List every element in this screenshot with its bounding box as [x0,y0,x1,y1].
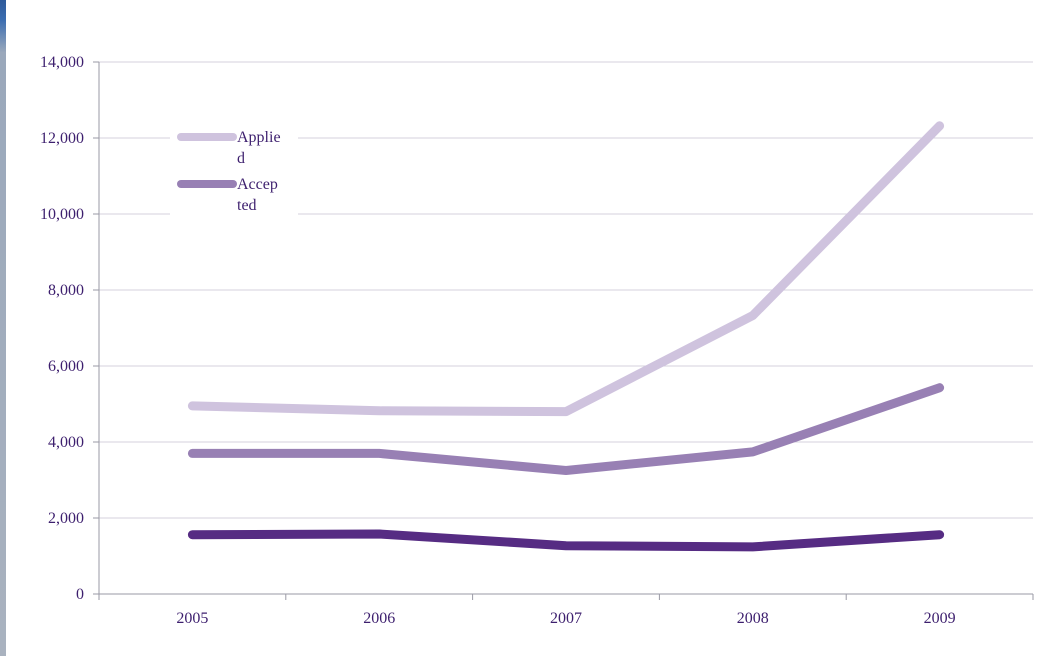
legend-label-0-0: Applie [237,129,281,146]
window-left-edge [0,0,6,656]
legend-label-1-1: ted [237,197,257,214]
axes [98,62,1033,595]
y-tick-label-0: 0 [76,586,84,603]
x-tick-label-1: 2006 [363,610,395,627]
series-lines [187,121,945,552]
series-line-1 [187,383,945,475]
y-tick-label-4: 8,000 [48,282,84,299]
legend: Applie d Accep ted [170,118,298,230]
series-line-2 [187,529,945,552]
y-tick-label-2: 4,000 [48,434,84,451]
x-tick-label-0: 2005 [176,610,208,627]
y-tick-label-3: 6,000 [48,358,84,375]
x-tick-label-4: 2009 [924,610,956,627]
legend-label-1-0: Accep [237,176,278,193]
legend-label-0-1: d [237,150,245,167]
series-line-0 [187,121,945,417]
y-tick-label-1: 2,000 [48,510,84,527]
y-axis-ticks: 0 2,000 4,000 6,000 8,000 10,000 12,000 14,000 [40,54,99,603]
x-tick-label-2: 2007 [550,610,582,627]
y-tick-label-7: 14,000 [40,54,84,71]
y-tick-label-6: 12,000 [40,130,84,147]
x-tick-label-3: 2008 [737,610,769,627]
x-axis-ticks: 2005 2006 2007 2008 2009 [98,594,1034,627]
y-tick-label-5: 10,000 [40,206,84,223]
